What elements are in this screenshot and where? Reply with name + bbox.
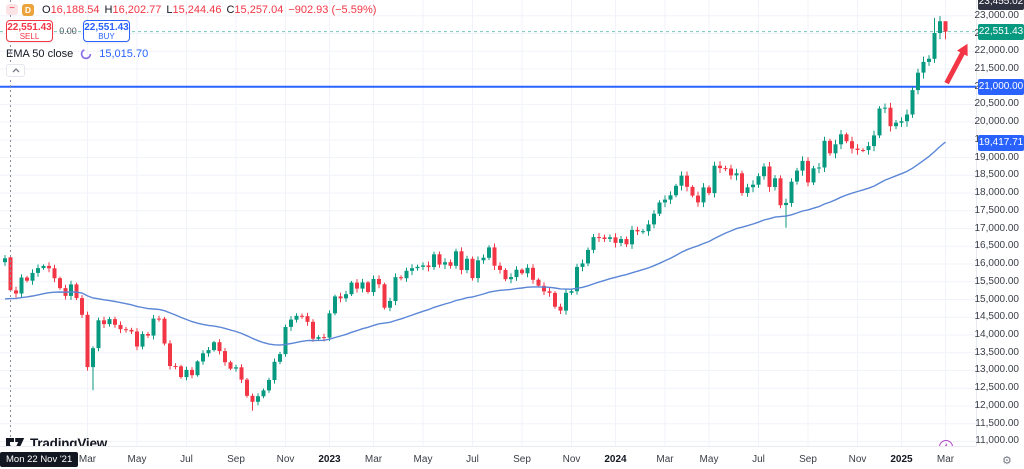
high-label: H <box>104 3 113 16</box>
ema-price-badge: 19,417.71 <box>978 134 1024 151</box>
time-tick-label: Mar <box>364 454 383 465</box>
price-tick-label: 17,000.00 <box>974 222 1020 234</box>
time-tick-label: Jul <box>752 454 765 465</box>
price-tick-label: 13,000.00 <box>974 364 1020 376</box>
hide-symbol-icon[interactable]: − <box>6 4 18 15</box>
price-tick-label: 20,000.00 <box>974 116 1020 128</box>
time-tick-label: Mar <box>936 454 955 465</box>
alert-price-badge: 23,455.02 <box>978 0 1024 10</box>
price-tick-label: 17,500.00 <box>974 204 1020 216</box>
trading-buttons-row: 22,551.43 SELL 0.00 22,551.43 BUY <box>6 20 381 42</box>
time-tick-label: Sep <box>227 454 245 465</box>
sell-price: 22,551.43 <box>7 22 52 33</box>
time-tick-label: Sep <box>513 454 531 465</box>
time-tick-label: Mar <box>656 454 674 465</box>
indicator-loading-icon <box>80 48 92 60</box>
chart-plot-area[interactable]: − D O 16,188.54 H 16,202.77 L 15,244.46 C 15… <box>0 0 976 454</box>
current-price-badge: 22,551.43 <box>978 23 1024 40</box>
crosshair-date-badge: Mon 22 Nov '21 <box>0 452 79 467</box>
price-tick-label: 18,000.00 <box>974 187 1020 199</box>
indicator-value: 15,015.70 <box>99 47 149 60</box>
time-tick-label: Jul <box>466 454 479 465</box>
low-label: L <box>166 3 173 16</box>
buy-button[interactable]: 22,551.43 BUY <box>83 20 130 42</box>
time-tick-label: Nov <box>276 454 295 465</box>
candlestick-chart[interactable] <box>0 0 976 446</box>
price-tick-label: 14,500.00 <box>974 311 1020 323</box>
open-label: O <box>42 3 51 16</box>
price-tick-label: 16,500.00 <box>974 240 1020 252</box>
price-tick-label: 23,000.00 <box>974 9 1020 21</box>
timeframe-badge[interactable]: D <box>22 3 34 16</box>
chevron-up-icon <box>12 68 19 73</box>
price-tick-label: 15,000.00 <box>974 293 1020 305</box>
time-tick-label: Nov <box>848 454 867 465</box>
gear-icon[interactable]: ⚙ <box>1002 455 1012 467</box>
time-tick-label: 2024 <box>604 454 627 465</box>
time-tick-label: Sep <box>799 454 817 465</box>
buy-label: BUY <box>98 32 115 41</box>
high-value: 16,202.77 <box>112 3 162 16</box>
chart-legend: − D O 16,188.54 H 16,202.77 L 15,244.46 C 15… <box>6 2 381 77</box>
time-tick-label: 2023 <box>318 454 341 465</box>
time-tick-label: 2025 <box>890 454 913 465</box>
price-tick-label: 15,500.00 <box>974 275 1020 287</box>
close-value: 15,257.04 <box>234 3 284 16</box>
price-tick-label: 18,500.00 <box>974 169 1020 181</box>
time-tick-label: Nov <box>562 454 581 465</box>
axis-settings-corner: ⚙ <box>976 446 1024 469</box>
hline-price-badge: 21,000.00 <box>978 78 1024 95</box>
price-tick-label: 14,000.00 <box>974 329 1020 340</box>
time-axis[interactable]: Mon 22 Nov '21 Mar May Jul Sep Nov 2023 Mar May… <box>0 446 976 469</box>
symbol-legend-row: − D O 16,188.54 H 16,202.77 L 15,244.46 C 15… <box>6 2 381 17</box>
change-value: −902.93 (−5.59%) <box>288 3 377 16</box>
open-value: 16,188.54 <box>50 3 100 16</box>
time-tick-label: May <box>413 454 433 465</box>
price-tick-label: 11,500.00 <box>975 417 1019 429</box>
indicator-name: EMA 50 close <box>6 47 74 60</box>
price-tick-label: 13,500.00 <box>974 346 1020 358</box>
price-tick-label: 11,000.00 <box>975 435 1019 447</box>
price-tick-label: 21,500.00 <box>974 62 1020 74</box>
time-tick-label: May <box>127 454 147 465</box>
buy-price: 22,551.43 <box>84 22 129 33</box>
price-tick-label: 22,000.00 <box>974 45 1020 57</box>
time-tick-label: Mar <box>78 454 97 465</box>
indicator-legend-row[interactable]: EMA 50 close 15,015.70 <box>6 46 381 61</box>
spread-value: 0.00 <box>59 26 77 36</box>
close-label: C <box>226 3 235 16</box>
sell-button[interactable]: 22,551.43 SELL <box>6 20 53 42</box>
price-tick-label: 12,000.00 <box>974 399 1020 411</box>
price-tick-label: 19,000.00 <box>974 151 1020 163</box>
time-tick-label: May <box>699 454 719 465</box>
price-tick-label: 20,500.00 <box>974 98 1020 110</box>
low-value: 15,244.46 <box>172 3 222 16</box>
collapse-legend-button[interactable] <box>6 64 25 77</box>
price-tick-label: 12,500.00 <box>974 382 1020 394</box>
price-axis[interactable]: 23,000.0022,500.0022,000.0021,500.0021,0… <box>974 0 1024 447</box>
price-tick-label: 16,000.00 <box>974 258 1020 269</box>
time-tick-label: Jul <box>180 454 193 465</box>
sell-label: SELL <box>19 32 40 41</box>
